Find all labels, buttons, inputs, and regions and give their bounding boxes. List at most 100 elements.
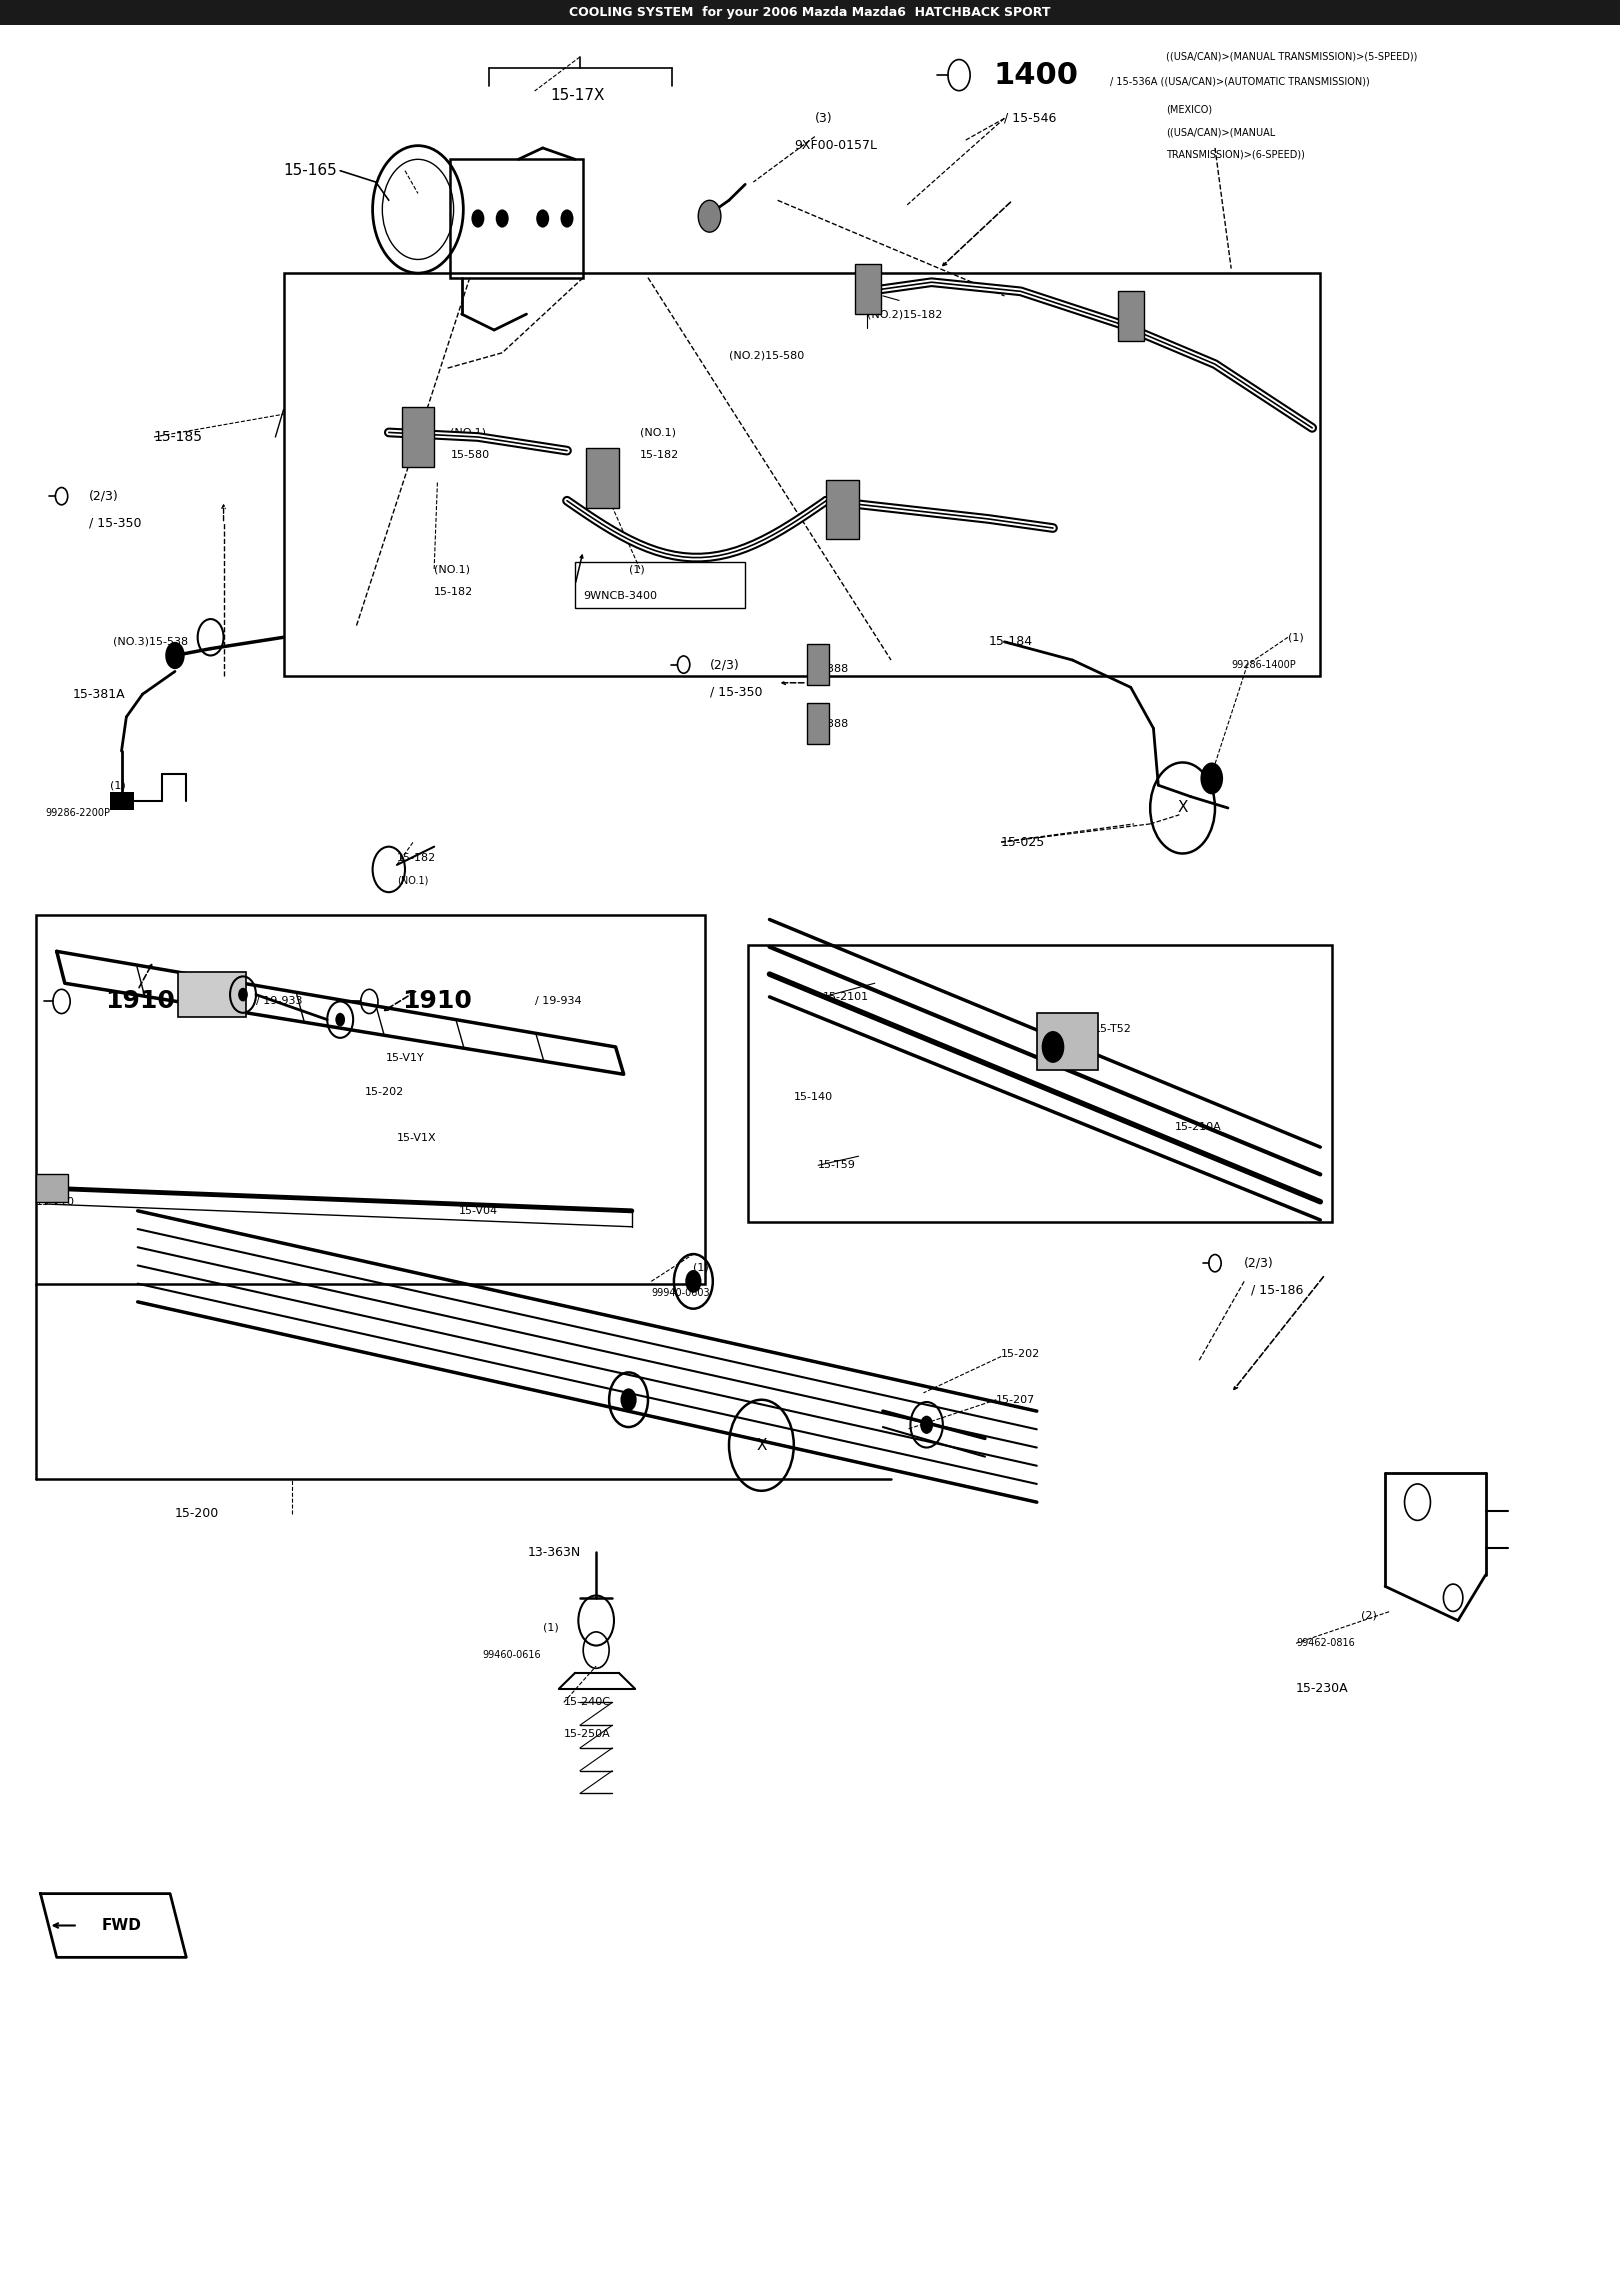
Text: / 15-536A ((USA/CAN)>(AUTOMATIC TRANSMISSION)): / 15-536A ((USA/CAN)>(AUTOMATIC TRANSMIS… <box>1110 77 1369 86</box>
Text: 99460-0616: 99460-0616 <box>483 1650 541 1659</box>
Text: (3): (3) <box>815 112 833 125</box>
Text: 15-230A: 15-230A <box>1296 1682 1348 1696</box>
Text: (1): (1) <box>543 1623 559 1632</box>
Text: 15-182: 15-182 <box>434 587 473 596</box>
Text: / 19-933: / 19-933 <box>256 997 303 1006</box>
Text: 15-2101: 15-2101 <box>823 992 868 1001</box>
Polygon shape <box>40 1894 186 1957</box>
Text: 15-182: 15-182 <box>397 854 436 863</box>
Text: (2): (2) <box>1361 1611 1377 1621</box>
Circle shape <box>685 1270 701 1293</box>
Bar <box>36 1174 68 1202</box>
Text: / 15-186: / 15-186 <box>1251 1284 1302 1297</box>
Bar <box>284 273 1320 676</box>
Text: 99462-0816: 99462-0816 <box>1296 1639 1354 1648</box>
Text: 15-V1Y: 15-V1Y <box>386 1054 424 1063</box>
Text: 15-207: 15-207 <box>996 1395 1035 1404</box>
Text: 13-363N: 13-363N <box>528 1545 582 1559</box>
Text: 15-17X: 15-17X <box>551 89 606 102</box>
Text: TRANSMISSION)>(6-SPEED)): TRANSMISSION)>(6-SPEED)) <box>1166 150 1306 159</box>
Bar <box>1037 1013 1098 1070</box>
Text: 1400: 1400 <box>993 61 1077 89</box>
Bar <box>807 703 829 744</box>
Circle shape <box>1200 762 1223 794</box>
Text: 15-165: 15-165 <box>284 164 337 178</box>
Text: 15-182: 15-182 <box>640 451 679 460</box>
Text: 99940-0603: 99940-0603 <box>651 1288 710 1297</box>
Text: (2/3): (2/3) <box>710 658 739 671</box>
Text: X: X <box>1178 801 1187 815</box>
Text: 15-202: 15-202 <box>364 1088 403 1097</box>
Text: ((USA/CAN)>(MANUAL: ((USA/CAN)>(MANUAL <box>1166 127 1275 137</box>
Bar <box>586 448 619 508</box>
Circle shape <box>920 1416 933 1434</box>
Text: (2/3): (2/3) <box>89 489 118 503</box>
Text: 99286-2200P: 99286-2200P <box>45 808 110 817</box>
Circle shape <box>238 988 248 1001</box>
Text: (NO.2)15-580: (NO.2)15-580 <box>729 351 804 360</box>
Bar <box>748 945 1332 1222</box>
Text: 15-240C: 15-240C <box>564 1698 611 1707</box>
Text: 99286-1400P: 99286-1400P <box>1231 660 1296 669</box>
Circle shape <box>561 209 573 228</box>
Bar <box>402 407 434 467</box>
Text: ((USA/CAN)>(MANUAL TRANSMISSION)>(5-SPEED)): ((USA/CAN)>(MANUAL TRANSMISSION)>(5-SPEE… <box>1166 52 1418 61</box>
Text: / 19-934: / 19-934 <box>535 997 582 1006</box>
Text: 9WNCB-3400: 9WNCB-3400 <box>583 592 658 601</box>
Text: X: X <box>757 1438 766 1452</box>
Circle shape <box>165 642 185 669</box>
Text: (2/3): (2/3) <box>1244 1256 1273 1270</box>
Text: 15-388: 15-388 <box>810 665 849 674</box>
Circle shape <box>1042 1031 1064 1063</box>
Text: (NO.1): (NO.1) <box>397 876 428 885</box>
Bar <box>36 915 705 1284</box>
Text: / 15-546: / 15-546 <box>1004 112 1056 125</box>
Text: (1): (1) <box>629 564 645 574</box>
Text: 15-381A: 15-381A <box>73 687 125 701</box>
Text: (NO.3)15-538: (NO.3)15-538 <box>113 637 188 646</box>
Text: FWD: FWD <box>102 1919 141 1932</box>
Text: 15-210A: 15-210A <box>1174 1122 1221 1131</box>
Bar <box>110 792 134 810</box>
Text: 15-140: 15-140 <box>794 1092 833 1102</box>
Text: (1): (1) <box>110 781 126 790</box>
Text: 15-202: 15-202 <box>1001 1350 1040 1359</box>
Text: 1910: 1910 <box>402 990 471 1013</box>
Text: 15-V1X: 15-V1X <box>397 1133 436 1143</box>
Text: 9XF00-0157L: 9XF00-0157L <box>794 139 876 152</box>
Circle shape <box>471 209 484 228</box>
Text: (NO.1): (NO.1) <box>434 564 470 574</box>
Circle shape <box>698 200 721 232</box>
Circle shape <box>536 209 549 228</box>
Bar <box>575 562 745 608</box>
Text: (MEXICO): (MEXICO) <box>1166 105 1212 114</box>
Text: COOLING SYSTEM  for your 2006 Mazda Mazda6  HATCHBACK SPORT: COOLING SYSTEM for your 2006 Mazda Mazda… <box>569 7 1051 18</box>
Text: (1): (1) <box>1288 633 1304 642</box>
Text: 15-T52: 15-T52 <box>1094 1024 1131 1033</box>
Text: 1910: 1910 <box>105 990 175 1013</box>
Text: (NO.1): (NO.1) <box>450 428 486 437</box>
Bar <box>1118 291 1144 341</box>
Text: 15-185: 15-185 <box>154 430 202 444</box>
Text: 15-V04: 15-V04 <box>458 1206 497 1215</box>
Text: / 15-350: / 15-350 <box>89 517 141 530</box>
Bar <box>450 159 583 278</box>
Bar <box>0 0 1620 25</box>
Circle shape <box>496 209 509 228</box>
Text: (NO.1): (NO.1) <box>640 428 676 437</box>
Text: 15-025: 15-025 <box>1001 835 1045 849</box>
Circle shape <box>335 1013 345 1026</box>
Bar <box>178 972 246 1017</box>
Text: 15-250A: 15-250A <box>564 1730 611 1739</box>
Text: / 15-350: / 15-350 <box>710 685 761 699</box>
Bar <box>855 264 881 314</box>
Text: 15-580: 15-580 <box>450 451 489 460</box>
Bar <box>807 644 829 685</box>
Text: (1): (1) <box>693 1263 710 1272</box>
Text: 15-388: 15-388 <box>810 719 849 728</box>
Circle shape <box>620 1388 637 1411</box>
Bar <box>826 480 859 539</box>
Text: 15-T59: 15-T59 <box>818 1161 855 1170</box>
Text: 15-V10: 15-V10 <box>36 1197 75 1206</box>
Text: 15-200: 15-200 <box>175 1507 219 1520</box>
